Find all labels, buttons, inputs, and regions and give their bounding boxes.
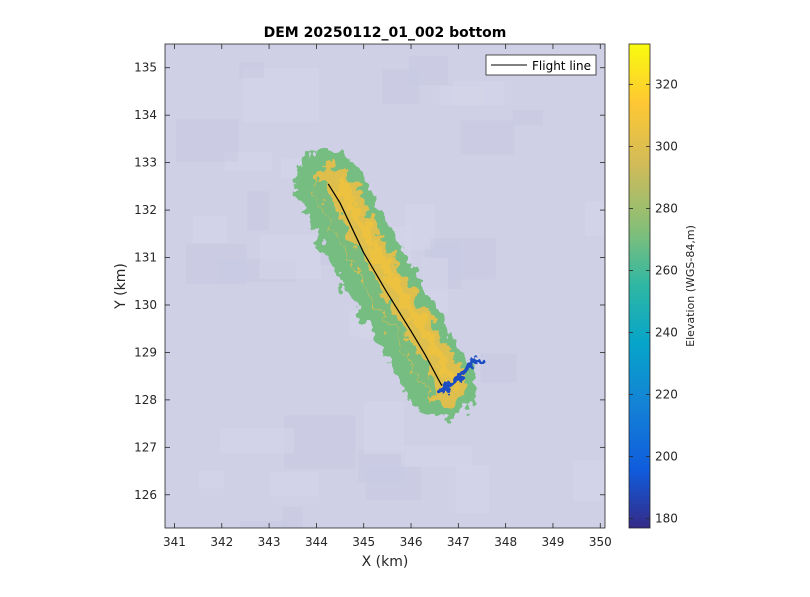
- y-tick-label: 128: [134, 393, 157, 407]
- y-tick-label: 129: [134, 345, 157, 359]
- background-patch: [270, 471, 319, 497]
- legend: Flight line: [485, 54, 597, 76]
- background-patch: [455, 464, 490, 514]
- background-patch: [480, 353, 517, 383]
- x-axis: 341 342 343 344 345 346 347 348 349 350: [163, 44, 612, 549]
- colorbar-ticks: 180 200 220 240 260 280 300 320: [629, 77, 678, 526]
- background-patch: [220, 427, 294, 454]
- background-patch: [185, 243, 247, 285]
- background-patch: [512, 110, 543, 126]
- background-patch: [246, 191, 269, 231]
- swath-high-band: [335, 176, 459, 389]
- background-patch: [439, 85, 484, 106]
- background-patch: [198, 470, 224, 489]
- x-tick-label: 345: [352, 535, 375, 549]
- colorbar-tick-label: 240: [655, 326, 678, 340]
- legend-label: Flight line: [532, 59, 591, 73]
- background-patch: [175, 118, 239, 162]
- background-patch: [193, 216, 228, 243]
- colorbar-gradient: [628, 43, 651, 529]
- y-axis: 126 127 128 129 130 131 132 133 134 135: [134, 61, 605, 502]
- x-tick-label: 341: [163, 535, 186, 549]
- x-tick-label: 350: [589, 535, 612, 549]
- plot-area: [165, 44, 605, 528]
- swath-low-band: [312, 179, 438, 394]
- y-tick-label: 135: [134, 61, 157, 75]
- x-tick-label: 344: [305, 535, 328, 549]
- x-tick-label: 347: [447, 535, 470, 549]
- y-axis-label: Y (km): [113, 263, 129, 310]
- y-tick-label: 126: [134, 488, 157, 502]
- background-patch: [365, 466, 422, 500]
- background-patch: [239, 521, 287, 528]
- colorbar-tick-label: 180: [655, 512, 678, 526]
- colorbar-tick-label: 220: [655, 388, 678, 402]
- background-patch: [283, 415, 356, 469]
- legend-box: [485, 54, 597, 76]
- y-tick-label: 134: [134, 108, 157, 122]
- x-tick-label: 349: [542, 535, 565, 549]
- colorbar-tick-label: 260: [655, 263, 678, 277]
- colorbar-tick-label: 280: [655, 201, 678, 215]
- x-tick-label: 346: [400, 535, 423, 549]
- background-patch: [572, 460, 605, 502]
- background-patch: [239, 62, 265, 78]
- x-tick-label: 342: [210, 535, 233, 549]
- y-tick-label: 130: [134, 298, 157, 312]
- x-tick-label: 343: [258, 535, 281, 549]
- background-patch: [382, 69, 420, 104]
- chart-title: DEM 20250112_01_002 bottom: [264, 25, 507, 41]
- background-patch: [282, 506, 303, 528]
- x-axis-label: X (km): [362, 554, 409, 570]
- background-patch: [363, 401, 404, 454]
- swath-low-tail: [440, 356, 481, 393]
- plot-frame: [164, 43, 606, 529]
- colorbar-tick-label: 300: [655, 139, 678, 153]
- y-tick-label: 133: [134, 156, 157, 170]
- background-patch: [460, 120, 515, 155]
- background-patch: [585, 201, 605, 237]
- flight-lines: [327, 183, 443, 386]
- colorbar-label: Elevation (WGS-84,m): [684, 225, 697, 347]
- x-tick-label: 348: [494, 535, 517, 549]
- swath-core: [312, 163, 466, 406]
- y-tick-label: 131: [134, 251, 157, 265]
- y-tick-label: 132: [134, 203, 157, 217]
- flight-line-series: [327, 183, 443, 386]
- colorbar-tick-label: 200: [655, 450, 678, 464]
- background-patch: [259, 234, 321, 279]
- y-tick-label: 127: [134, 440, 157, 454]
- colorbar-tick-label: 320: [655, 77, 678, 91]
- background-patch: [401, 446, 472, 467]
- colorbar: 180 200 220 240 260 280 300 320 Elevation (WGS-…: [628, 43, 697, 529]
